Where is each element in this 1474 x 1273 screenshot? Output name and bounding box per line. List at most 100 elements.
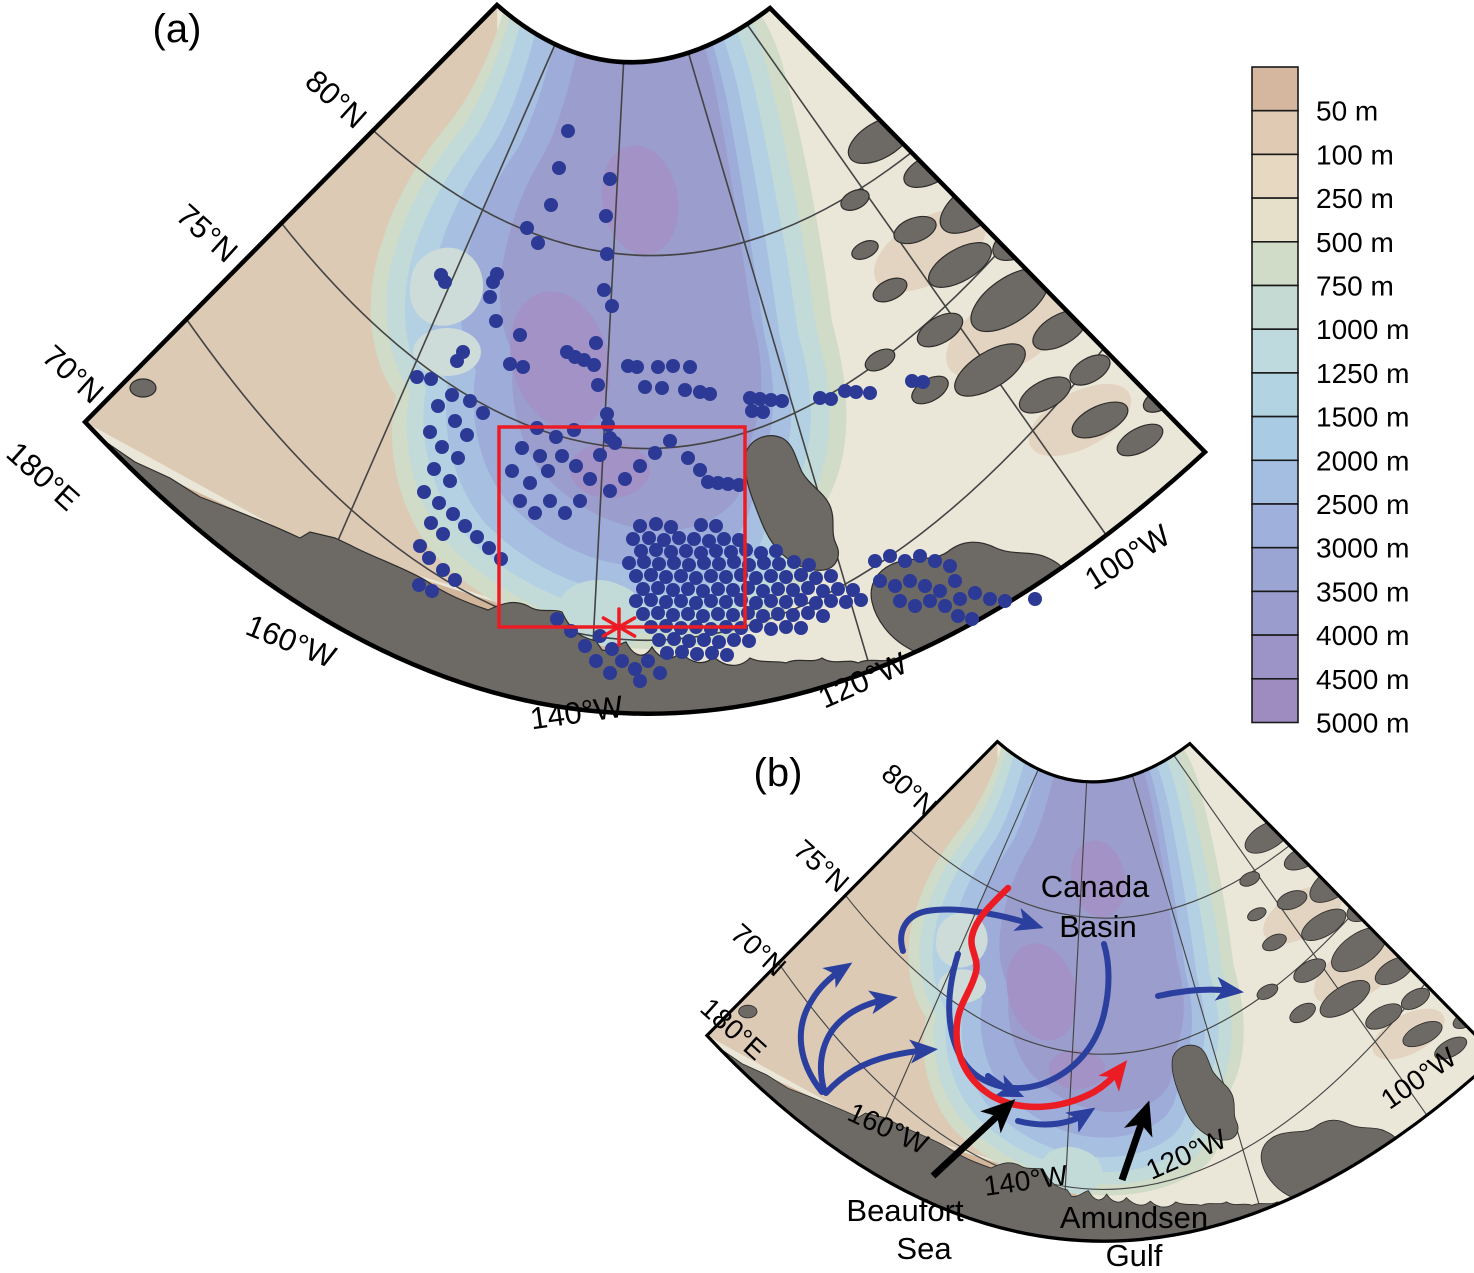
- station-dot: [423, 425, 437, 439]
- station-dot: [769, 544, 783, 558]
- station-dot: [603, 484, 617, 498]
- station-dot: [436, 527, 450, 541]
- station-dot: [794, 568, 808, 582]
- station-dot: [633, 674, 647, 688]
- station-dot: [824, 569, 838, 583]
- station-dot: [719, 595, 733, 609]
- station-dot: [600, 247, 614, 261]
- station-dot: [771, 607, 785, 621]
- station-dot: [756, 609, 770, 623]
- station-dot: [664, 545, 678, 559]
- current-arrow-basin-inflow: [898, 906, 1044, 954]
- station-dot: [552, 161, 566, 175]
- station-dot: [893, 594, 907, 608]
- station-dot: [951, 609, 965, 623]
- station-dot: [626, 532, 640, 546]
- station-dot: [883, 549, 897, 563]
- station-dot: [839, 595, 853, 609]
- station-dot: [432, 496, 446, 510]
- station-dot: [630, 360, 644, 374]
- station-dot: [741, 606, 755, 620]
- colorbar-cell: [1251, 677, 1299, 724]
- colorbar-label: 500 m: [1316, 227, 1394, 258]
- station-dot: [636, 582, 650, 596]
- station-dot: [600, 407, 614, 421]
- station-dot: [775, 394, 789, 408]
- place-label: Amundsen: [1060, 1200, 1208, 1235]
- current-arrow-mclure: [1155, 976, 1244, 1001]
- station-dot: [709, 519, 723, 533]
- station-dot: [438, 275, 452, 289]
- colorbar-cell: [1251, 415, 1299, 462]
- station-dot: [436, 563, 450, 577]
- station-dot: [637, 555, 651, 569]
- graticule-label: 180°E: [0, 435, 86, 518]
- station-dot: [667, 556, 681, 570]
- station-dot: [450, 354, 464, 368]
- station-dot: [849, 385, 863, 399]
- station-dot: [660, 646, 674, 660]
- station-dot: [679, 544, 693, 558]
- station-dot: [721, 477, 735, 491]
- station-dot: [667, 632, 681, 646]
- station-dot: [749, 596, 763, 610]
- station-dot: [448, 414, 462, 428]
- station-dot: [696, 609, 710, 623]
- station-dot: [873, 574, 887, 588]
- station-dot: [689, 596, 703, 610]
- station-dot: [424, 516, 438, 530]
- station-dot: [787, 555, 801, 569]
- colorbar-cell: [1251, 328, 1299, 374]
- station-dot: [786, 608, 800, 622]
- station-dot: [513, 328, 527, 342]
- graticule-label: 70°N: [36, 338, 111, 410]
- graticule-label: 80°N: [299, 63, 374, 135]
- current-arrow-chukchi-1: [797, 962, 853, 1095]
- station-dot: [824, 594, 838, 608]
- station-dot: [764, 569, 778, 583]
- station-dot: [983, 592, 997, 606]
- colorbar-label: 2500 m: [1316, 489, 1409, 520]
- colorbar-label: 1000 m: [1316, 314, 1409, 345]
- station-dot: [603, 172, 617, 186]
- place-label: Canada: [1041, 869, 1150, 904]
- panel-b-letter: (b): [754, 751, 803, 795]
- colorbar-label: 4500 m: [1316, 664, 1409, 695]
- colorbar-cells: [1251, 66, 1299, 724]
- station-dot: [629, 569, 643, 583]
- station-dot: [704, 569, 718, 583]
- station-dot: [868, 554, 882, 568]
- station-dot: [998, 594, 1012, 608]
- station-dot: [703, 387, 717, 401]
- station-dot: [697, 556, 711, 570]
- station-dot: [681, 451, 695, 465]
- station-dot: [413, 539, 427, 553]
- station-dot: [591, 378, 605, 392]
- station-dot: [666, 583, 680, 597]
- station-dot: [618, 472, 632, 486]
- station-dot: [672, 531, 686, 545]
- current-red-boundary: [953, 884, 1128, 1111]
- station-dot: [720, 648, 734, 662]
- station-dot: [687, 532, 701, 546]
- station-dot: [704, 594, 718, 608]
- station-dot: [702, 534, 716, 548]
- station-dot: [923, 594, 937, 608]
- station-dot: [726, 608, 740, 622]
- station-dot: [705, 646, 719, 660]
- colorbar-label: 250 m: [1316, 183, 1394, 214]
- station-dot: [953, 592, 967, 606]
- station-dot: [649, 543, 663, 557]
- colorbar-cell: [1251, 590, 1299, 636]
- current-arrow-shelf-east: [1015, 1107, 1096, 1133]
- station-dot: [593, 629, 607, 643]
- colorbar-label: 100 m: [1316, 139, 1394, 170]
- station-dot: [460, 428, 474, 442]
- station-dot: [515, 441, 529, 455]
- station-dot: [794, 621, 808, 635]
- station-dot: [567, 423, 581, 437]
- station-dot: [756, 584, 770, 598]
